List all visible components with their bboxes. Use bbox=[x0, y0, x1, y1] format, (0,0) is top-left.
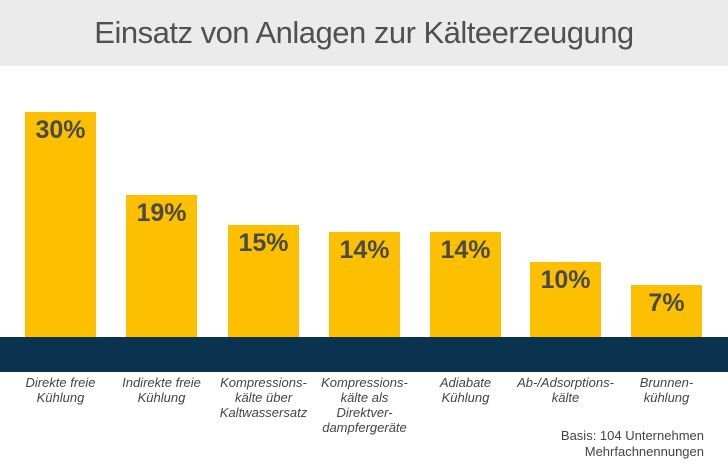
category-label: Ab-/Adsorptions- kälte bbox=[517, 375, 614, 405]
data-label: 30% bbox=[35, 116, 86, 144]
baseline-band bbox=[0, 337, 728, 372]
category-label: Indirekte freie Kühlung bbox=[122, 375, 201, 405]
bar bbox=[25, 112, 96, 337]
data-label: 10% bbox=[540, 266, 591, 294]
category-label: Adiabate Kühlung bbox=[439, 375, 492, 405]
basis-note: Basis: 104 Unternehmen bbox=[560, 428, 704, 443]
multiple-answers-note: Mehrfachnennungen bbox=[584, 444, 704, 459]
bar bbox=[228, 224, 299, 337]
bar bbox=[329, 232, 400, 337]
category-label: Kompressions- kälte als Direktver- dampf… bbox=[321, 375, 408, 435]
footnote: Basis: 104 Unternehmen Mehrfachnennungen bbox=[561, 428, 704, 460]
chart-title: Einsatz von Anlagen zur Kälteerzeugung bbox=[94, 15, 634, 50]
data-label: 15% bbox=[238, 228, 289, 257]
data-label: 14% bbox=[440, 236, 491, 264]
title-banner: Einsatz von Anlagen zur Kälteerzeugung bbox=[0, 0, 728, 66]
category-label: Brunnen- kühlung bbox=[639, 375, 694, 405]
bar bbox=[530, 262, 601, 337]
category-label: Direkte freie Kühlung bbox=[25, 375, 96, 405]
bar bbox=[631, 284, 702, 337]
category-label: Kompressions- kälte über Kaltwassersatz bbox=[219, 375, 308, 420]
data-label: 19% bbox=[136, 198, 187, 227]
bar bbox=[126, 194, 197, 337]
data-label: 14% bbox=[339, 236, 390, 264]
data-label: 7% bbox=[648, 288, 685, 317]
bar bbox=[430, 232, 501, 337]
